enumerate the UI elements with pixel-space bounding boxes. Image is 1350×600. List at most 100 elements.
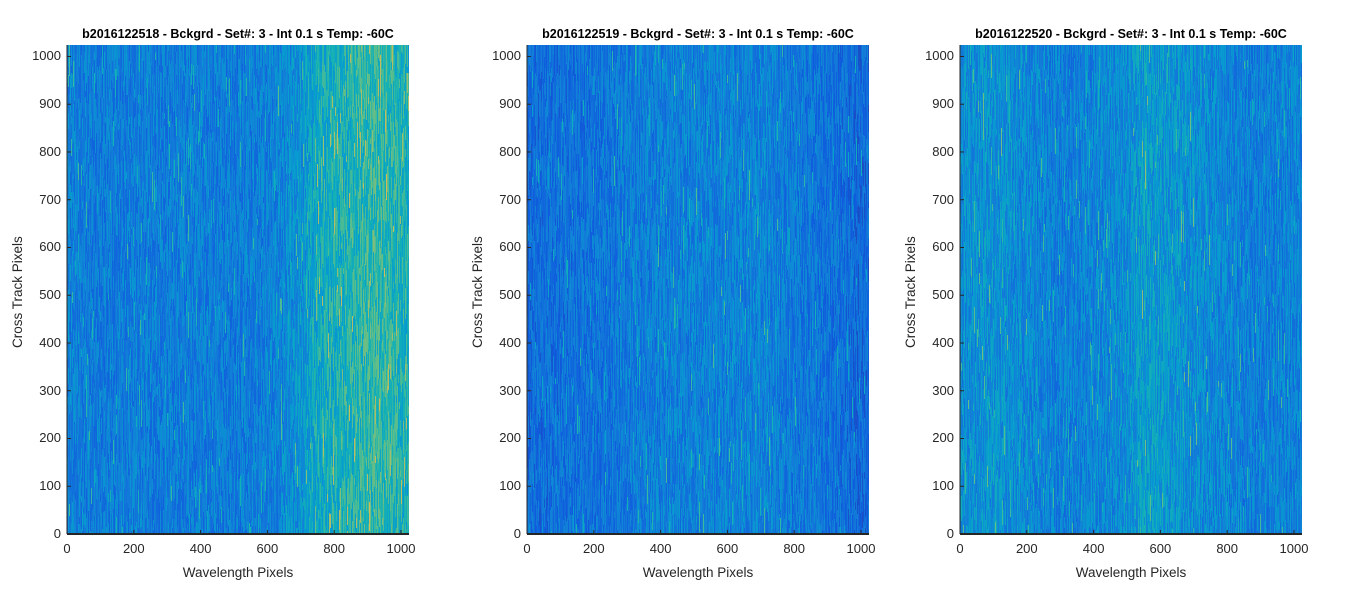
heatmap-cell <box>130 382 132 404</box>
heatmap-cell <box>132 134 134 148</box>
heatmap-cell <box>218 392 220 401</box>
heatmap-cell <box>151 199 153 218</box>
heatmap-cell <box>75 45 77 76</box>
heatmap-cell <box>75 427 77 444</box>
heatmap-cell <box>105 88 107 117</box>
heatmap-cell <box>67 432 69 440</box>
heatmap-cell <box>248 519 250 534</box>
heatmap-cell <box>118 468 120 487</box>
heatmap-cell <box>216 445 218 458</box>
heatmap-cell <box>111 71 113 80</box>
heatmap-cell <box>218 462 220 470</box>
heatmap-cell <box>136 184 138 213</box>
heatmap-cell <box>181 88 183 114</box>
heatmap-cell <box>178 415 180 434</box>
heatmap-cell <box>232 348 234 358</box>
heatmap-cell <box>141 467 143 475</box>
heatmap-cell <box>238 243 240 262</box>
heatmap-cell <box>178 248 180 274</box>
heatmap-cell <box>115 472 117 481</box>
heatmap-cell <box>118 198 120 221</box>
heatmap-cell <box>198 493 200 511</box>
heatmap-cell <box>190 144 192 169</box>
heatmap-cell <box>135 457 137 479</box>
heatmap-cell <box>175 153 177 166</box>
heatmap-cell <box>129 45 131 61</box>
heatmap-cell <box>127 351 129 378</box>
heatmap-cell <box>102 348 104 359</box>
heatmap-cell <box>184 166 186 188</box>
heatmap-cell <box>199 260 201 271</box>
heatmap-cell <box>216 269 218 290</box>
heatmap-cell <box>150 221 152 245</box>
heatmap-cell <box>221 230 223 252</box>
heatmap-cell <box>89 529 91 534</box>
heatmap-cell <box>121 337 123 356</box>
heatmap-cell <box>134 176 136 188</box>
heatmap-cell <box>167 505 169 523</box>
heatmap-cell <box>192 125 194 138</box>
heatmap-cell <box>146 73 148 88</box>
heatmap-cell <box>113 235 115 261</box>
heatmap-cell <box>114 197 116 226</box>
heatmap-cell <box>143 514 145 531</box>
heatmap-cell <box>246 469 248 492</box>
heatmap-cell <box>179 212 181 235</box>
heatmap-cell <box>157 65 159 93</box>
heatmap-cell <box>209 474 211 493</box>
heatmap-cell <box>125 76 127 105</box>
heatmap-cell <box>117 383 119 392</box>
heatmap-cell <box>129 324 131 355</box>
heatmap-cell <box>149 511 151 533</box>
heatmap-cell <box>94 73 96 93</box>
heatmap-cell <box>176 136 178 153</box>
heatmap-cell <box>202 529 204 534</box>
heatmap-cell <box>181 439 183 462</box>
heatmap-cell <box>174 206 176 223</box>
heatmap-cell <box>180 183 182 195</box>
heatmap-cell <box>185 431 187 441</box>
heatmap-cell <box>159 315 161 343</box>
heatmap-cell <box>154 270 156 285</box>
heatmap-cell <box>116 165 118 193</box>
heatmap-cell <box>85 150 87 164</box>
heatmap-cell <box>128 343 130 369</box>
heatmap-cell <box>135 107 137 116</box>
heatmap-cell <box>83 278 85 300</box>
heatmap-cell <box>245 418 247 442</box>
heatmap-cell <box>162 66 164 79</box>
heatmap-cell <box>207 73 209 89</box>
heatmap-cell <box>119 45 121 58</box>
heatmap-cell <box>221 507 223 523</box>
heatmap-cell <box>115 126 117 155</box>
heatmap-cell <box>96 420 98 451</box>
heatmap-cell <box>155 169 157 187</box>
heatmap-cell <box>218 295 220 315</box>
heatmap-cell <box>172 82 174 96</box>
heatmap-cell <box>166 56 168 80</box>
heatmap-cell <box>94 527 96 534</box>
heatmap-cell <box>221 252 223 259</box>
heatmap-cell <box>184 353 186 380</box>
heatmap-cell <box>116 364 118 395</box>
heatmap-cell <box>241 62 243 80</box>
heatmap-cell <box>160 269 162 279</box>
heatmap-cell <box>240 460 242 476</box>
heatmap-cell <box>190 73 192 103</box>
heatmap-cell <box>96 372 98 390</box>
heatmap-cell <box>95 432 97 463</box>
heatmap-cell <box>130 295 132 322</box>
heatmap-cell <box>238 409 240 420</box>
heatmap-cell <box>141 440 143 457</box>
heatmap-cell <box>153 390 155 396</box>
heatmap-cell <box>88 232 90 244</box>
heatmap-cell <box>125 223 127 240</box>
heatmap-cell <box>154 180 156 210</box>
heatmap-cell <box>151 299 153 322</box>
heatmap-cell <box>248 88 250 102</box>
heatmap-cell <box>211 150 213 160</box>
heatmap-cell <box>84 471 86 499</box>
heatmap-cell <box>72 74 74 97</box>
heatmap-cell <box>170 149 172 176</box>
heatmap-cell <box>211 281 213 299</box>
